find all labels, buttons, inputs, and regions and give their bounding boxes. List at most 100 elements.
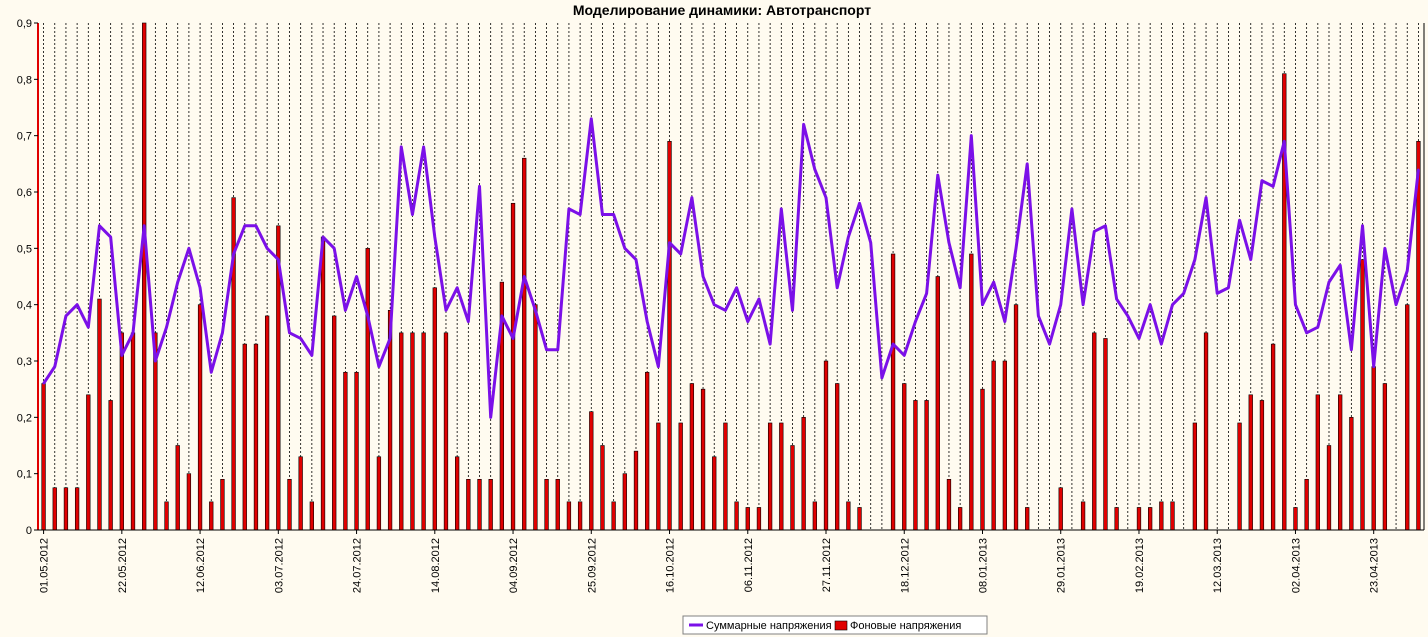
bar xyxy=(823,360,829,531)
bar xyxy=(667,141,672,531)
line-point xyxy=(64,314,67,317)
bar xyxy=(835,383,840,531)
line-point xyxy=(791,309,794,312)
line-point xyxy=(1182,292,1185,295)
line-point xyxy=(199,286,202,289)
y-tick-label: 0 xyxy=(26,525,32,537)
line-point xyxy=(310,354,313,357)
line-point xyxy=(1026,162,1029,165)
bar xyxy=(1360,259,1365,531)
bar-series-background-stress xyxy=(41,22,1421,531)
bar xyxy=(1270,343,1276,531)
bar xyxy=(522,157,527,531)
line-point xyxy=(1238,219,1241,222)
line-point xyxy=(914,320,917,323)
bar xyxy=(97,298,102,531)
bar xyxy=(1080,501,1086,531)
bar xyxy=(41,383,46,531)
bar xyxy=(1192,422,1198,531)
line-point xyxy=(825,196,828,199)
bar xyxy=(1248,394,1253,531)
line-point xyxy=(1093,230,1096,233)
bar xyxy=(309,501,314,531)
bar xyxy=(846,501,851,531)
line-point xyxy=(1149,303,1152,306)
line-point xyxy=(757,298,760,301)
bar xyxy=(1170,501,1175,531)
line-point xyxy=(1003,320,1006,323)
x-tick-label: 03.07.2012 xyxy=(273,538,285,593)
bar xyxy=(1148,507,1153,531)
bar xyxy=(1382,383,1388,531)
x-tick-label: 18.12.2012 xyxy=(899,538,911,593)
line-point xyxy=(1160,343,1163,346)
bar xyxy=(801,417,806,531)
bar xyxy=(890,253,896,531)
line-point xyxy=(176,281,179,284)
line-point xyxy=(567,207,570,210)
bar xyxy=(354,371,359,531)
line-point xyxy=(277,258,280,261)
line-point xyxy=(1383,247,1386,250)
y-tick-label: 0,4 xyxy=(17,300,32,312)
line-point xyxy=(254,224,257,227)
bar xyxy=(734,501,739,531)
y-tick-label: 0,5 xyxy=(17,243,32,255)
bar xyxy=(142,22,147,531)
line-point xyxy=(947,241,950,244)
line-point xyxy=(322,236,325,239)
line-point xyxy=(690,196,693,199)
x-tick-label: 06.11.2012 xyxy=(743,538,755,592)
bar xyxy=(1114,507,1119,531)
bar xyxy=(119,332,124,531)
bar xyxy=(689,383,695,531)
bar xyxy=(957,507,963,531)
line-point xyxy=(769,343,772,346)
line-point xyxy=(657,365,660,368)
line-point xyxy=(366,314,369,317)
line-point xyxy=(679,252,682,255)
line-point xyxy=(1037,314,1040,317)
line-point xyxy=(992,281,995,284)
line-point xyxy=(545,348,548,351)
line-point xyxy=(422,145,425,148)
bar xyxy=(1338,394,1343,531)
line-point xyxy=(1048,343,1051,346)
line-point xyxy=(1227,286,1230,289)
line-point xyxy=(1283,140,1286,143)
line-point xyxy=(355,275,358,278)
line-point xyxy=(377,365,380,368)
bar xyxy=(175,445,180,531)
line-point xyxy=(1294,303,1297,306)
bar xyxy=(466,478,471,531)
legend-label-total-stress: Суммарные напряжения xyxy=(706,620,832,632)
y-tick-label: 0,6 xyxy=(17,187,32,199)
bar xyxy=(186,473,192,531)
bar xyxy=(510,202,516,531)
bar xyxy=(1304,478,1309,531)
line-point xyxy=(1104,224,1107,227)
bar xyxy=(555,478,560,531)
line-point xyxy=(713,303,716,306)
line-point xyxy=(880,376,883,379)
bar xyxy=(946,478,952,531)
bar xyxy=(1259,400,1265,531)
line-point xyxy=(1417,168,1420,171)
bar xyxy=(723,422,728,531)
line-point xyxy=(411,213,414,216)
line-point xyxy=(1272,185,1275,188)
line-point xyxy=(869,241,872,244)
bar xyxy=(1058,487,1063,531)
bar xyxy=(1159,501,1164,531)
bar xyxy=(74,487,80,531)
bar xyxy=(1002,360,1007,531)
line-point xyxy=(836,286,839,289)
bar xyxy=(1293,507,1298,531)
bar xyxy=(63,487,69,531)
line-point xyxy=(668,241,671,244)
y-tick-labels: 0 0,1 0,2 0,3 0,4 0,5 0,6 0,7 0,8 0,9 xyxy=(17,18,38,537)
line-point xyxy=(802,123,805,126)
line-point xyxy=(813,168,816,171)
line-point xyxy=(1216,292,1219,295)
bar xyxy=(544,478,549,531)
